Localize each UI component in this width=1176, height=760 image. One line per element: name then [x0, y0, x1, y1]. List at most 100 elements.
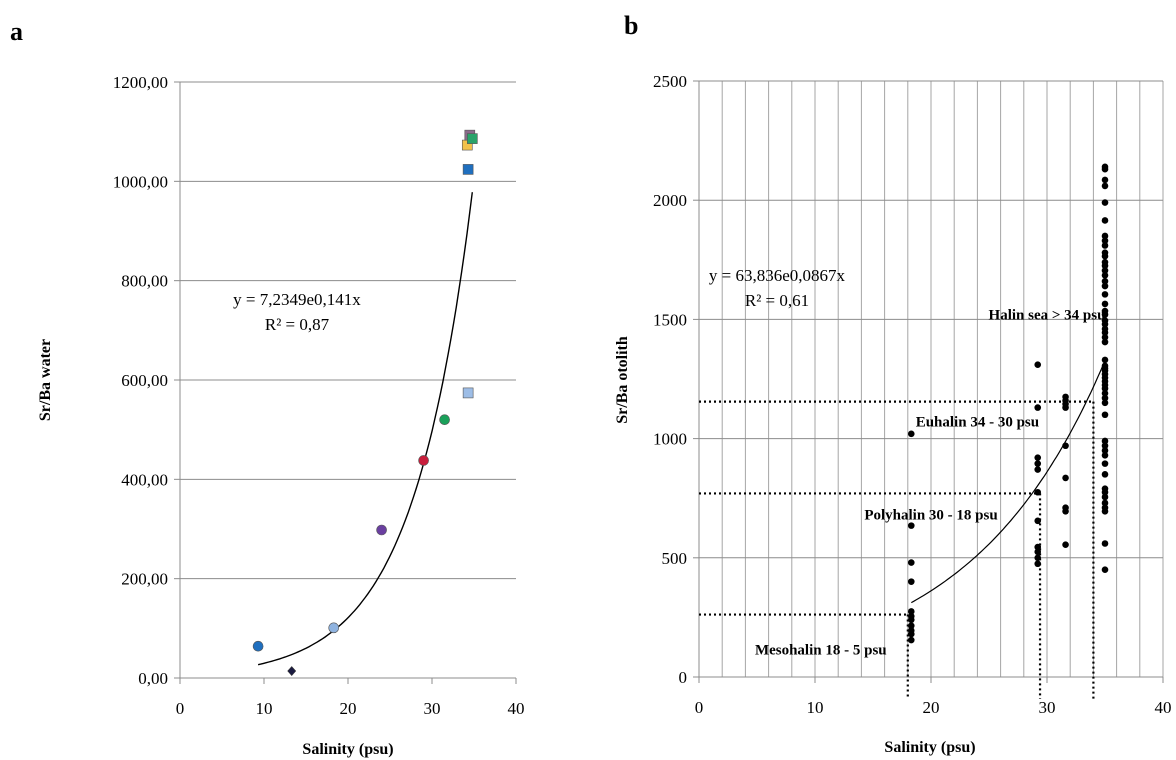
x-tick-label: 0 [176, 699, 185, 718]
axes-b [698, 81, 1164, 683]
data-point [328, 622, 340, 634]
data-point [907, 578, 915, 585]
data-point [439, 414, 450, 426]
data-points-a [252, 129, 478, 676]
data-point [467, 133, 478, 144]
y-tick-label: 2500 [653, 72, 687, 91]
data-point [1101, 262, 1109, 270]
y-tick-label: 0,00 [138, 669, 168, 688]
data-point [1101, 291, 1109, 298]
data-point [1034, 543, 1042, 551]
r2-label-a: R² = 0,87 [265, 315, 330, 334]
data-point [907, 636, 915, 644]
data-point [1034, 554, 1042, 562]
data-point [1101, 232, 1109, 240]
equation-a: y = 7,2349e0,141x [233, 290, 361, 309]
y-tick-label: 400,00 [121, 470, 168, 489]
y-tick-label: 600,00 [121, 371, 168, 390]
x-tick-label: 40 [508, 699, 525, 718]
data-point [1062, 442, 1069, 450]
data-point [1101, 311, 1109, 318]
y-axis-title-a: Sr/Ba water [37, 339, 54, 421]
data-point [1101, 566, 1109, 574]
data-point [1034, 460, 1042, 467]
data-point [1062, 404, 1069, 411]
data-point [907, 630, 915, 638]
data-point [1101, 329, 1109, 336]
zone-labels-b: Halin sea > 34 psu Euhalin 34 - 30 psu Pol… [755, 307, 1106, 658]
trendline-b [911, 360, 1106, 604]
x-tick-label: 40 [1155, 698, 1172, 717]
data-point [1034, 488, 1042, 496]
data-point [1101, 320, 1109, 328]
data-point [1101, 471, 1109, 478]
zone-boundaries-b [699, 400, 1095, 699]
data-point [287, 666, 297, 676]
x-tick-label: 10 [807, 698, 824, 717]
data-point [1034, 466, 1042, 473]
x-tick-label: 0 [695, 698, 704, 717]
data-point [418, 455, 429, 466]
data-point [1101, 300, 1109, 308]
data-point [1101, 333, 1109, 341]
data-point [1101, 411, 1109, 419]
data-point [1101, 488, 1109, 496]
zone-label: Euhalin 34 - 30 psu [916, 415, 1039, 431]
axes-a [179, 82, 517, 684]
data-point [1034, 404, 1042, 411]
y-tick-label: 500 [662, 549, 688, 568]
data-point [1101, 271, 1109, 279]
y-tick-label: 1000 [653, 430, 687, 449]
zone-label: Mesohalin 18 - 5 psu [755, 642, 887, 658]
data-point [1101, 217, 1109, 224]
data-point [1101, 437, 1109, 445]
data-point [907, 608, 915, 615]
data-point [1101, 252, 1109, 260]
chart-panel-b: 0 500 1000 1500 2000 2500 0 10 20 30 40 Halin sea… [614, 72, 1172, 756]
data-point [1034, 517, 1042, 525]
y-tick-label: 200,00 [121, 570, 168, 589]
r2-label-b: R² = 0,61 [745, 291, 809, 310]
data-point [1101, 242, 1109, 249]
y-tick-label: 1200,00 [113, 73, 168, 92]
panel-letter-b: b [624, 11, 638, 40]
x-tick-label: 30 [424, 699, 441, 718]
data-point [252, 640, 264, 652]
data-point [1101, 499, 1109, 507]
y-tick-label: 1000,00 [113, 172, 168, 191]
data-points-b [907, 163, 1109, 644]
data-point [1101, 338, 1109, 346]
data-point [1101, 399, 1109, 407]
y-tick-labels-a: 0,00 200,00 400,00 600,00 800,00 1000,00 1200,… [113, 73, 168, 688]
data-point [1101, 277, 1109, 285]
data-point [1101, 540, 1109, 547]
y-axis-title-b: Sr/Ba otolith [614, 336, 631, 424]
data-point [1034, 548, 1042, 556]
data-point [907, 559, 915, 566]
data-point [1101, 176, 1109, 184]
x-tick-label: 30 [1039, 698, 1056, 717]
data-point [1034, 560, 1042, 568]
x-axis-title-a: Salinity (psu) [302, 741, 393, 758]
data-point [1101, 182, 1109, 190]
data-point [907, 616, 915, 624]
data-point [1062, 474, 1069, 482]
x-tick-label: 10 [256, 699, 273, 718]
data-point [907, 522, 915, 529]
data-point [1101, 237, 1109, 245]
y-tick-label: 800,00 [121, 272, 168, 291]
data-point [1062, 541, 1069, 548]
data-point [1101, 356, 1109, 364]
zone-label: Polyhalin 30 - 18 psu [864, 508, 997, 524]
data-point [1101, 267, 1109, 274]
data-point [907, 430, 915, 438]
data-point [1101, 508, 1109, 515]
data-point [462, 164, 474, 175]
x-axis-title-b: Salinity (psu) [884, 739, 975, 756]
data-point [1101, 442, 1109, 450]
data-point [1101, 493, 1109, 501]
data-point [1101, 447, 1109, 454]
x-tick-label: 20 [340, 699, 357, 718]
data-point [1034, 454, 1042, 461]
y-tick-labels-b: 0 500 1000 1500 2000 2500 [653, 72, 687, 687]
